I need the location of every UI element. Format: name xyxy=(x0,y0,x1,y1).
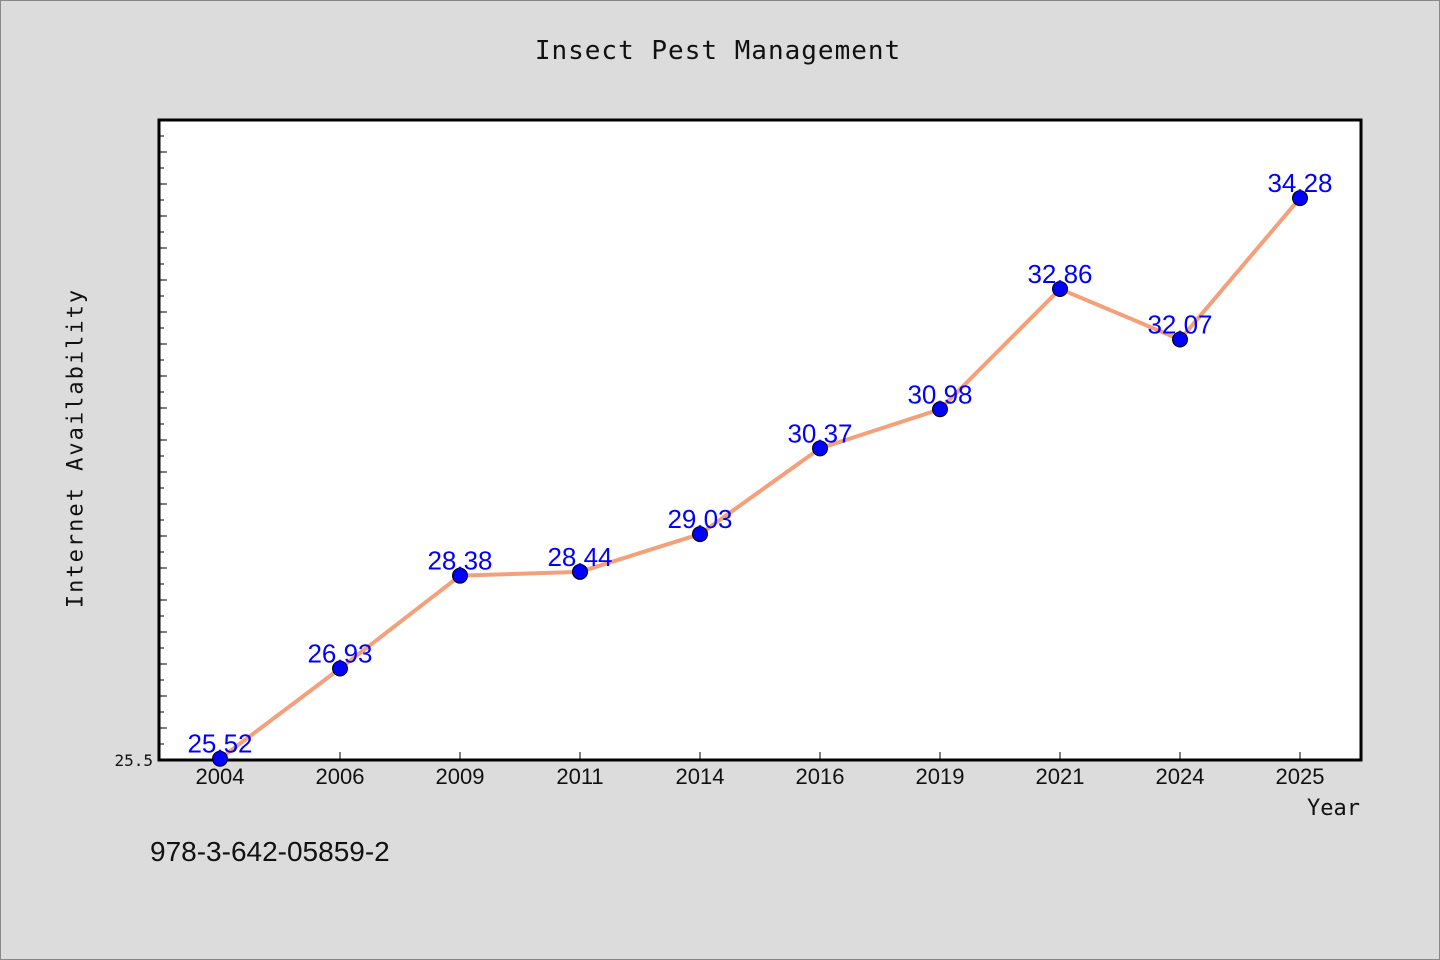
data-label: 25.52 xyxy=(187,729,252,759)
data-labels-group: 25.52 26.93 28.38 28.44 29.03 30.37 30.98 32.86… xyxy=(187,168,1332,759)
data-label: 34.28 xyxy=(1267,168,1332,198)
data-point xyxy=(1052,280,1068,297)
x-tick-label: 2009 xyxy=(436,764,485,789)
x-tick-label: 2016 xyxy=(796,764,845,789)
isbn-text: 978-3-642-05859-2 xyxy=(150,836,390,867)
x-tick-label: 2014 xyxy=(676,764,725,789)
y-tick-label: 25.5 xyxy=(114,751,153,770)
x-tick-label: 2021 xyxy=(1036,764,1085,789)
x-tick-label: 2019 xyxy=(916,764,965,789)
data-point xyxy=(812,440,828,457)
chart-title: Insect Pest Management xyxy=(534,36,902,66)
data-point xyxy=(932,401,948,418)
x-tick-label: 2025 xyxy=(1276,764,1325,789)
data-point xyxy=(332,660,348,677)
series-line xyxy=(218,196,1302,761)
data-point xyxy=(452,567,468,584)
data-label: 28.44 xyxy=(547,542,612,572)
series-line-group xyxy=(218,196,1302,761)
data-label: 28.38 xyxy=(427,546,492,576)
x-tick-label: 2011 xyxy=(556,764,603,789)
data-point xyxy=(1292,190,1308,207)
x-tick-label: 2004 xyxy=(196,764,245,789)
data-point xyxy=(572,563,588,580)
markers-group xyxy=(212,190,1308,767)
data-point xyxy=(692,526,708,543)
data-label: 26.93 xyxy=(307,638,372,668)
data-label: 32.07 xyxy=(1147,310,1212,340)
data-label: 32.86 xyxy=(1027,259,1092,289)
data-label: 29.03 xyxy=(667,504,732,534)
data-point xyxy=(1172,331,1188,348)
y-axis-ticks: 25.5 xyxy=(114,119,167,770)
x-axis-label: Year xyxy=(1307,796,1360,821)
x-axis-ticks: 2004 2006 2009 2011 2014 2016 2019 2021 2024 2025 xyxy=(196,752,1325,789)
x-tick-label: 2006 xyxy=(316,764,365,789)
x-tick-label: 2024 xyxy=(1156,764,1205,789)
data-label: 30.98 xyxy=(907,379,972,409)
data-label: 30.37 xyxy=(787,418,852,448)
data-point xyxy=(212,750,228,767)
